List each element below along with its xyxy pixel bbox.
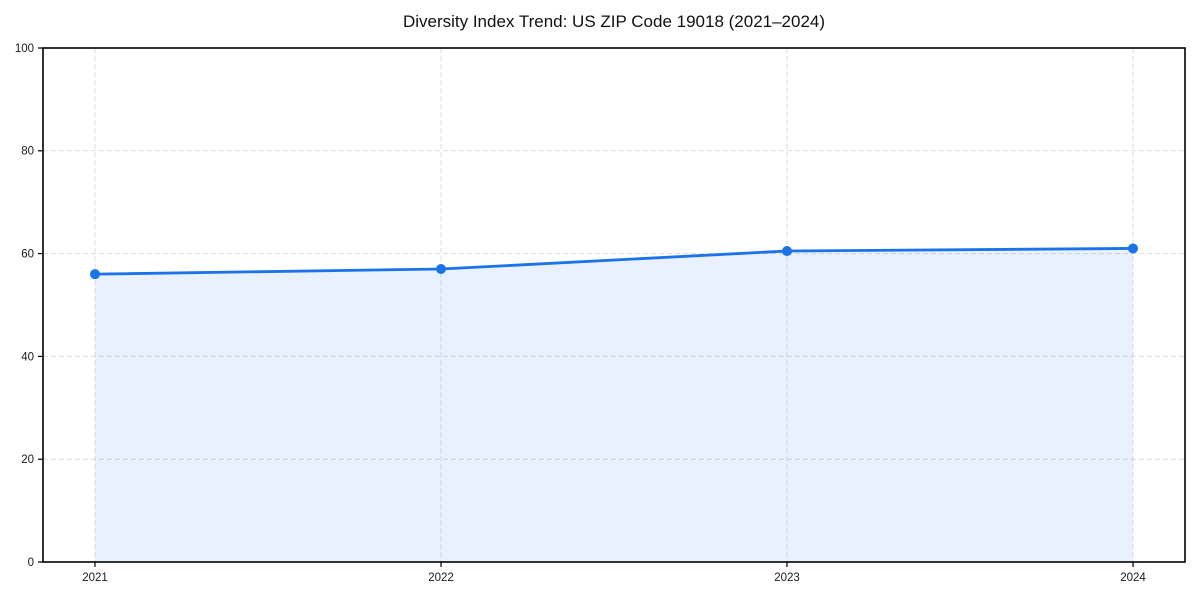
tick-marks-layer	[38, 47, 1134, 567]
data-point-marker	[90, 269, 100, 280]
y-tick-label: 80	[21, 146, 34, 158]
x-tick-label: 2022	[428, 572, 454, 584]
axes-border	[42, 47, 1186, 563]
tick-labels-layer: 0 20 40 60 80 100 2021 2022 2023 2024	[15, 43, 1147, 584]
x-tick-label: 2024	[1120, 572, 1146, 584]
y-tick-label: 100	[15, 43, 34, 55]
y-tick-label: 40	[21, 351, 34, 363]
area-fill	[95, 248, 1133, 562]
data-markers-layer	[90, 243, 1138, 280]
y-tick-label: 20	[21, 454, 34, 466]
x-tick-label: 2023	[774, 572, 800, 584]
x-tick-label: 2021	[82, 572, 108, 584]
y-tick-label: 0	[28, 557, 34, 569]
trend-line	[93, 247, 1135, 276]
data-point-marker	[1128, 243, 1138, 254]
axes-border-layer	[42, 47, 1186, 563]
data-point-marker	[436, 264, 446, 275]
grid-lines	[43, 48, 1185, 562]
y-tick-label: 60	[21, 249, 34, 261]
data-point-marker	[782, 246, 792, 257]
trend-line-layer	[93, 247, 1135, 276]
area-fill-layer	[95, 248, 1133, 562]
chart-title: Diversity Index Trend: US ZIP Code 19018…	[403, 12, 825, 31]
